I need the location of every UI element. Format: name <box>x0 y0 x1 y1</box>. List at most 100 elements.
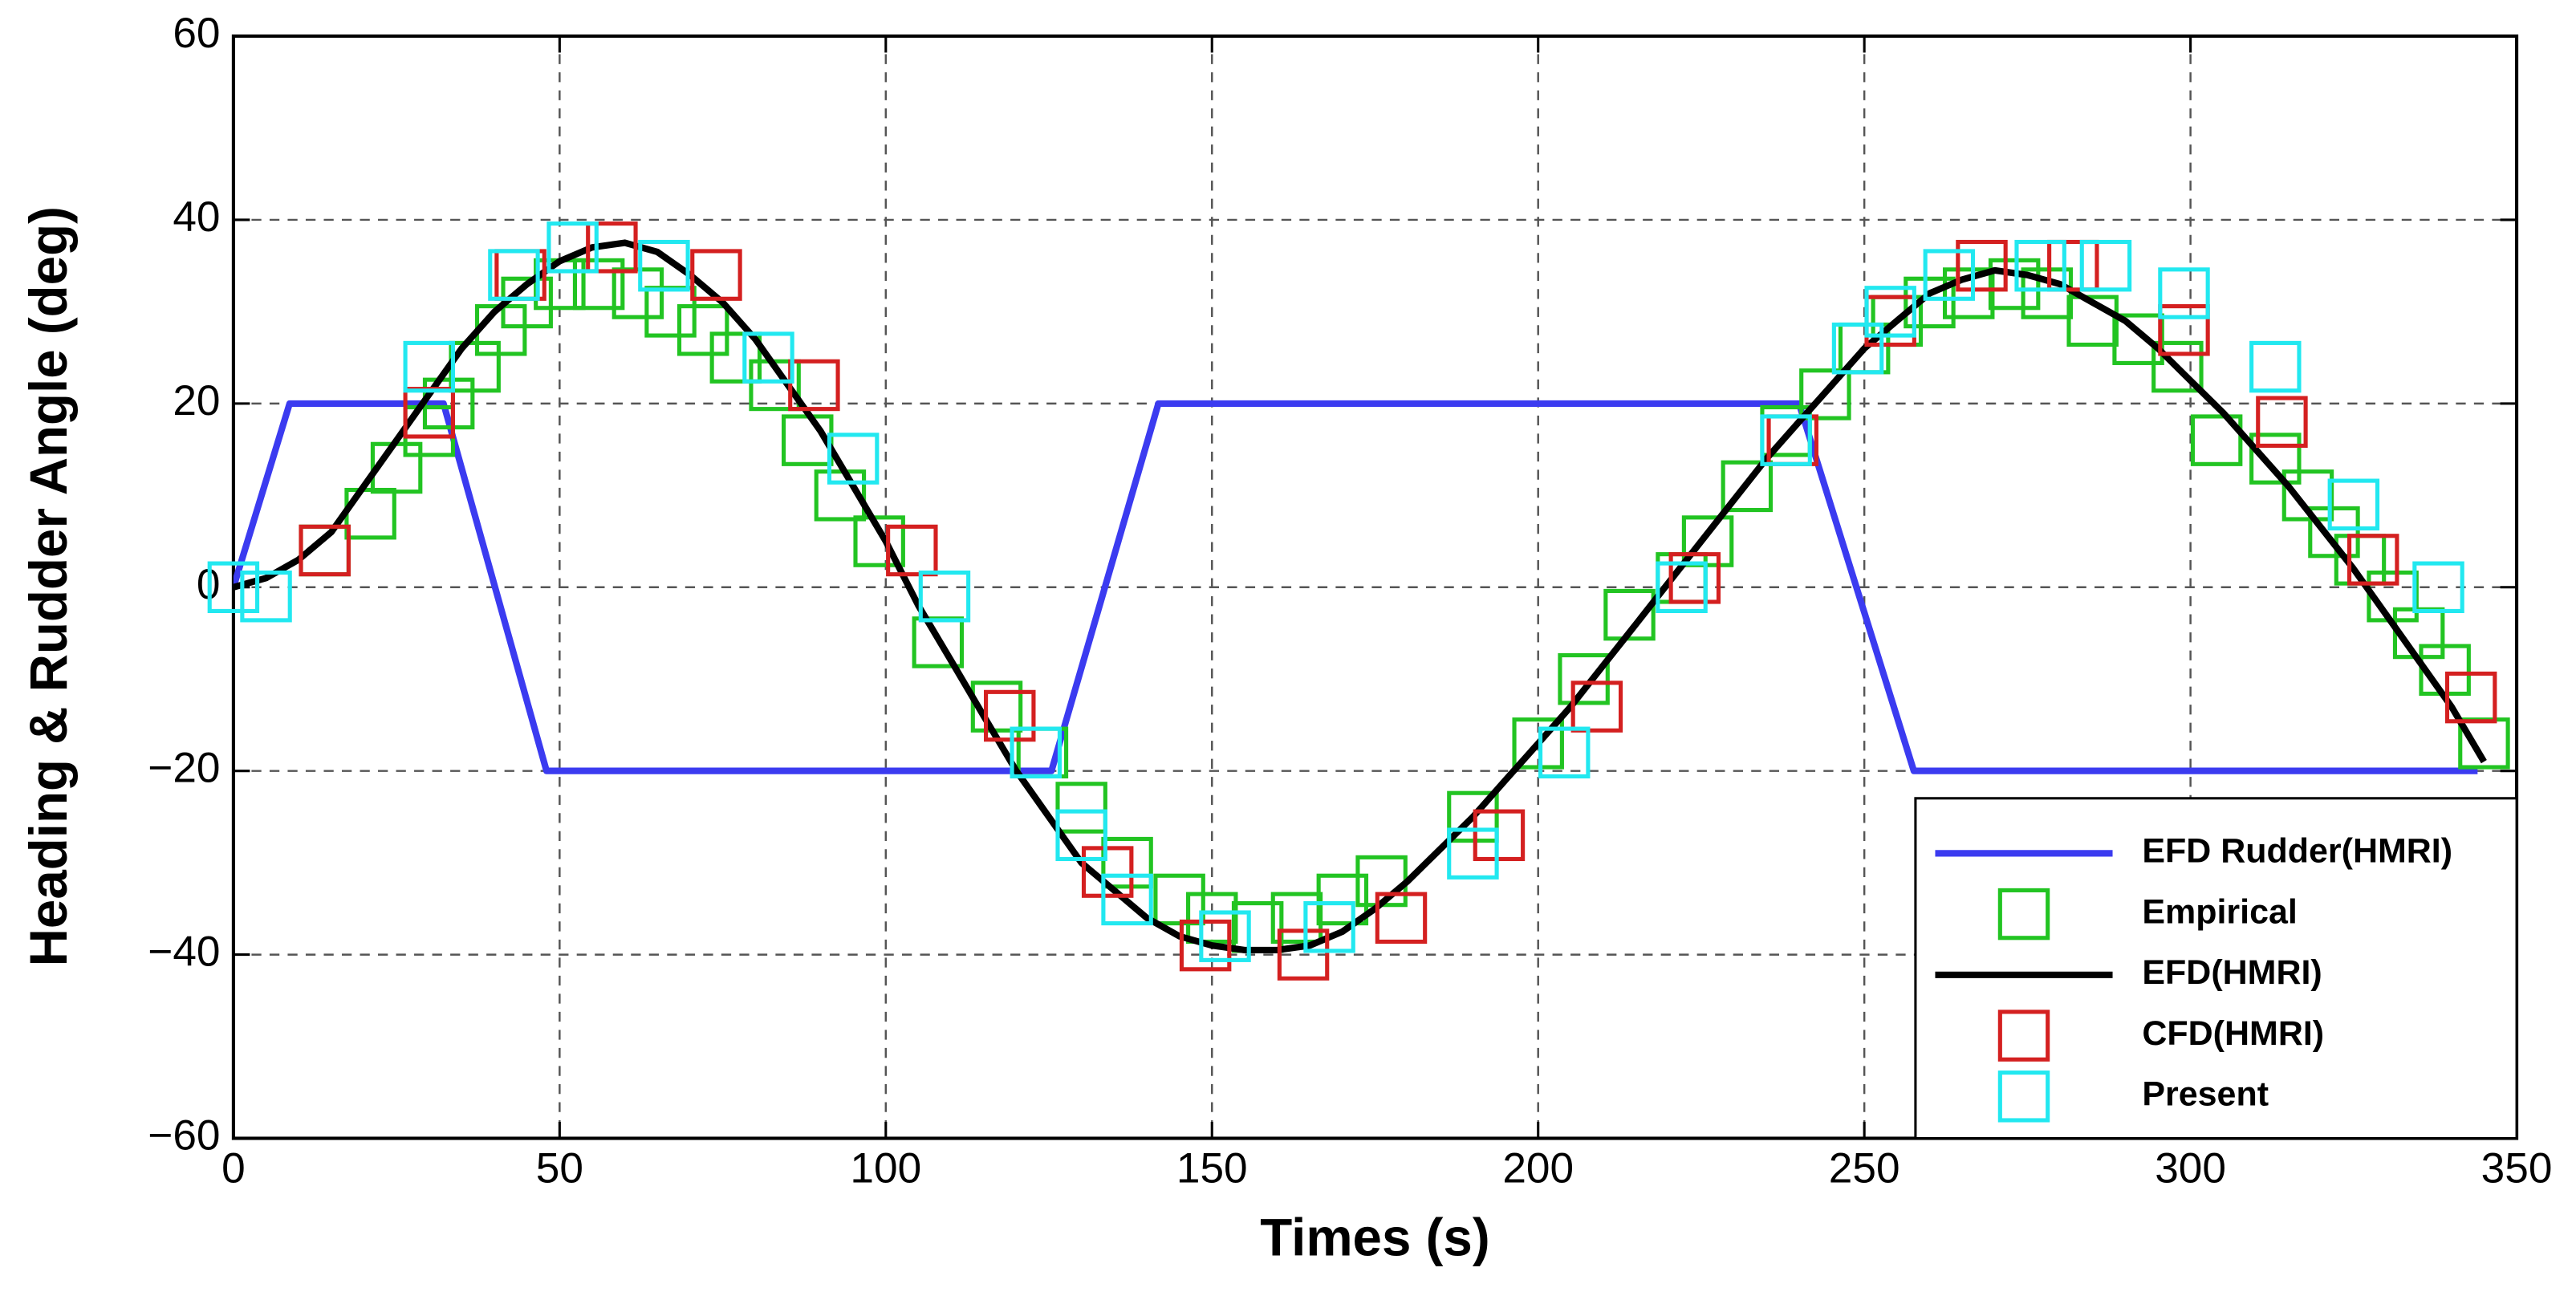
marker <box>1668 552 1721 604</box>
x-tick-label: 0 <box>221 1144 246 1192</box>
marker <box>207 561 260 614</box>
marker <box>1316 873 1369 926</box>
marker <box>1179 919 1232 972</box>
x-tick-label: 200 <box>1502 1144 1574 1192</box>
series-line <box>233 239 2487 954</box>
marker <box>2249 433 2302 485</box>
marker <box>1303 901 1355 953</box>
marker <box>2346 534 2399 586</box>
marker <box>2151 340 2204 393</box>
marker <box>488 249 540 301</box>
marker <box>918 570 971 623</box>
legend-swatch <box>1997 1010 2050 1062</box>
x-tick-label: 100 <box>850 1144 921 1192</box>
marker <box>1447 827 1499 880</box>
marker <box>2158 267 2210 319</box>
marker <box>742 331 794 384</box>
marker <box>1831 322 1884 375</box>
marker <box>2256 396 2308 448</box>
y-tick-label: −60 <box>148 1112 220 1160</box>
marker <box>2047 239 2099 292</box>
marker <box>677 304 729 356</box>
marker <box>1199 910 1251 962</box>
x-tick-label: 350 <box>2481 1144 2553 1192</box>
marker <box>984 689 1036 742</box>
x-tick-label: 150 <box>1176 1144 1248 1192</box>
y-tick-label: −20 <box>148 745 220 792</box>
marker <box>572 258 625 311</box>
marker <box>690 249 742 301</box>
marker <box>2014 239 2066 292</box>
marker <box>1101 873 1153 926</box>
legend-swatch <box>1997 1071 2050 1123</box>
marker <box>1988 258 2041 311</box>
marker <box>1656 561 1708 614</box>
marker <box>1473 809 1526 862</box>
marker <box>1923 249 1976 301</box>
x-tick-label: 300 <box>2155 1144 2226 1192</box>
y-axis-label: Heading & Rudder Angle (deg) <box>19 206 78 966</box>
marker <box>788 359 840 412</box>
marker <box>1956 239 2008 292</box>
marker <box>638 239 690 292</box>
marker <box>1864 286 1916 338</box>
marker <box>474 304 527 356</box>
legend-label: Empirical <box>2142 892 2297 931</box>
marker <box>1558 652 1610 705</box>
marker <box>1101 836 1153 889</box>
y-tick-label: −40 <box>148 928 220 976</box>
marker <box>1904 276 1956 329</box>
marker <box>2327 478 2380 530</box>
marker <box>1010 726 1062 779</box>
marker <box>611 267 664 319</box>
marker <box>2249 340 2302 393</box>
marker <box>814 469 867 522</box>
marker <box>2412 561 2464 614</box>
marker <box>2308 506 2360 559</box>
marker <box>1375 892 1428 945</box>
legend-label: EFD Rudder(HMRI) <box>2142 832 2452 871</box>
marker <box>1603 588 1656 641</box>
marker <box>2158 304 2210 356</box>
legend-label: CFD(HMRI) <box>2142 1014 2324 1053</box>
marker <box>1055 782 1107 834</box>
marker <box>2079 239 2132 292</box>
x-tick-label: 50 <box>536 1144 583 1192</box>
legend-label: Present <box>2142 1075 2269 1114</box>
marker <box>586 221 638 274</box>
marker <box>1799 368 1851 420</box>
marker <box>2444 671 2497 724</box>
marker <box>853 515 905 567</box>
marker <box>1570 681 1623 733</box>
x-axis-label: Times (s) <box>1260 1209 1489 1267</box>
marker <box>546 221 599 274</box>
marker <box>1447 790 1499 843</box>
marker <box>886 524 938 577</box>
x-tick-label: 250 <box>1829 1144 1900 1192</box>
y-tick-label: 60 <box>173 10 220 57</box>
marker <box>403 340 456 393</box>
marker <box>827 433 880 485</box>
marker <box>1512 717 1564 770</box>
y-tick-label: 20 <box>173 377 220 425</box>
marker <box>709 331 762 384</box>
marker <box>644 286 697 338</box>
marker <box>2190 414 2243 466</box>
marker <box>1760 414 1812 466</box>
marker <box>1153 873 1205 926</box>
marker <box>1721 460 1774 513</box>
marker <box>970 681 1023 733</box>
marker <box>1681 515 1734 567</box>
marker <box>299 524 351 577</box>
legend-label: EFD(HMRI) <box>2142 953 2322 992</box>
marker <box>1055 809 1107 862</box>
y-tick-label: 40 <box>173 193 220 241</box>
legend-swatch <box>1997 888 2050 941</box>
marker <box>240 570 292 623</box>
marker <box>1081 846 1134 898</box>
series-line <box>233 400 2478 774</box>
marker <box>1538 726 1591 779</box>
marker <box>1277 928 1330 981</box>
